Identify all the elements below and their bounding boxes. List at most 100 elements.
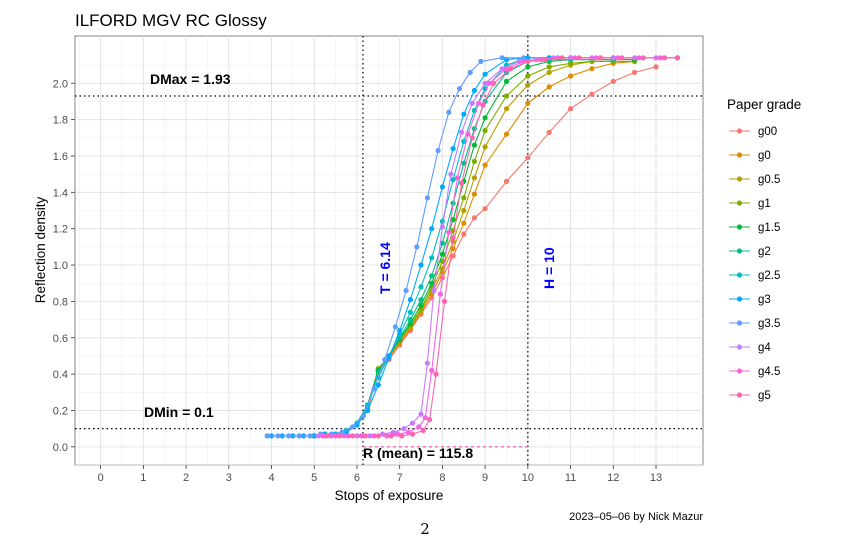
data-point <box>568 106 574 112</box>
data-point <box>450 217 456 223</box>
series-g3.5 <box>264 55 527 439</box>
data-point <box>315 433 322 439</box>
legend-marker <box>736 392 743 398</box>
data-point <box>576 55 582 61</box>
x-tick-label: 1 <box>140 472 146 484</box>
y-tick-label: 1.0 <box>53 260 68 272</box>
data-point <box>546 129 552 135</box>
data-point <box>461 160 467 166</box>
data-point <box>486 80 492 86</box>
data-point <box>450 253 456 259</box>
data-point <box>392 324 398 330</box>
data-point <box>386 355 392 361</box>
data-point <box>439 224 445 230</box>
data-point <box>525 64 531 70</box>
data-point <box>459 129 465 135</box>
data-point <box>525 73 531 79</box>
data-point <box>459 180 465 186</box>
data-point <box>446 109 452 115</box>
y-axis-label: Reflection density <box>33 196 48 303</box>
data-point <box>418 297 424 303</box>
dmin-annotation: DMin = 0.1 <box>144 404 214 420</box>
data-point <box>589 66 595 72</box>
x-tick-label: 5 <box>311 472 317 484</box>
x-tick-label: 2 <box>183 472 189 484</box>
data-point <box>399 433 405 439</box>
data-point <box>471 215 477 221</box>
data-point <box>264 433 270 439</box>
data-point <box>482 71 488 77</box>
page-number: 2 <box>420 520 430 538</box>
data-point <box>275 433 281 439</box>
data-point <box>418 262 424 268</box>
data-point <box>471 158 477 164</box>
data-point <box>568 73 574 79</box>
data-point <box>429 255 435 261</box>
data-point <box>439 240 445 246</box>
data-point <box>525 58 531 64</box>
legend-title: Paper grade <box>727 97 801 112</box>
legend-marker <box>736 152 743 158</box>
plot-panel <box>74 35 704 466</box>
series-layer <box>264 55 681 439</box>
r-mean-annotation: R (mean) = 115.8 <box>363 445 473 461</box>
legend-label: g5 <box>758 390 771 402</box>
data-point <box>371 386 377 392</box>
legend-item-g0: g0 <box>729 150 771 162</box>
data-point <box>559 55 565 61</box>
data-point <box>439 218 445 224</box>
x-tick-label: 7 <box>397 472 403 484</box>
data-point <box>439 251 445 257</box>
data-point <box>360 413 366 419</box>
data-point <box>433 371 439 377</box>
data-point <box>450 177 456 183</box>
data-point <box>418 284 424 290</box>
y-tick-label: 0.8 <box>53 296 68 308</box>
data-point <box>525 82 531 88</box>
legend-item-g1.5: g1.5 <box>729 222 780 234</box>
legend-marker <box>736 248 743 254</box>
data-point <box>480 102 486 108</box>
y-tick-label: 0.2 <box>53 405 68 417</box>
data-point <box>503 178 510 184</box>
data-point <box>546 64 552 70</box>
legend-label: g00 <box>758 126 777 138</box>
data-point <box>482 127 488 134</box>
data-point <box>499 55 505 61</box>
data-point <box>382 357 388 363</box>
data-point <box>362 433 369 439</box>
data-point <box>375 382 381 388</box>
data-point <box>437 291 443 297</box>
legend-item-g3: g3 <box>729 294 771 306</box>
data-point <box>525 155 531 161</box>
data-point <box>482 206 488 212</box>
x-tick-label: 13 <box>650 472 662 484</box>
legend-label: g4 <box>758 342 771 354</box>
y-tick-label: 2.0 <box>53 78 68 90</box>
data-point <box>482 162 488 168</box>
data-point <box>476 100 482 106</box>
data-point <box>456 86 463 92</box>
data-point <box>403 287 409 294</box>
legend-marker <box>736 224 743 230</box>
y-tick-label: 1.8 <box>53 115 68 127</box>
data-point <box>674 55 681 61</box>
data-point <box>503 93 510 99</box>
data-point <box>409 431 416 437</box>
y-tick-label: 0.6 <box>53 333 68 345</box>
data-point <box>521 55 527 61</box>
data-point <box>482 80 488 86</box>
data-point <box>407 297 413 303</box>
data-point <box>431 287 437 294</box>
tick-labels: 0 1 2 3 4 5 6 7 8 9 10 11 12 130.00.20.40.60.81.01.21… <box>53 78 662 484</box>
legend: g00 g0 g0.5 g1 g1.5 g2 g2.5 g3 g3.5 g4 g4.5 g5 <box>729 126 780 402</box>
data-point <box>439 184 445 190</box>
legend-marker <box>736 200 743 206</box>
x-tick-label: 12 <box>607 472 619 484</box>
legend-marker <box>736 344 743 350</box>
legend-label: g3 <box>758 294 771 306</box>
data-point <box>454 175 460 181</box>
legend-marker <box>736 320 743 326</box>
data-point <box>416 424 422 430</box>
data-point <box>424 195 430 201</box>
